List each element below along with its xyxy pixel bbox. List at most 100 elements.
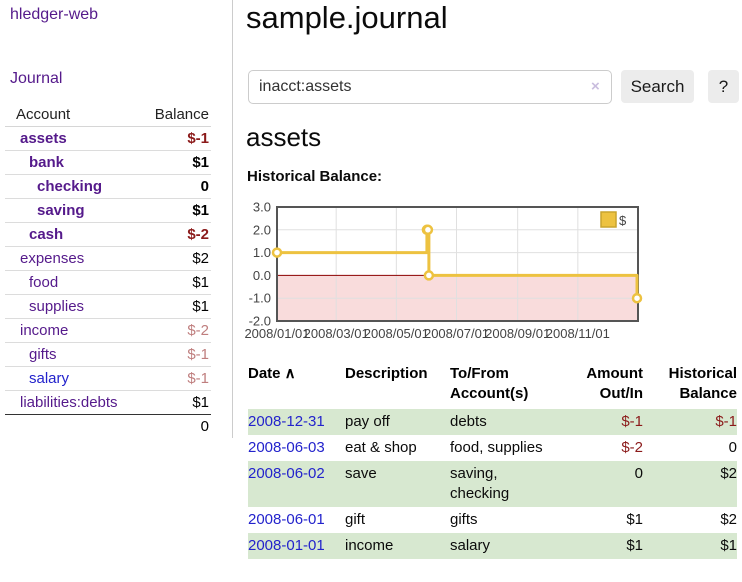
register-amount: $-1 — [583, 409, 643, 435]
account-balance: $1 — [133, 390, 211, 415]
x-axis-tick-label: 2008/11/01 — [546, 326, 610, 341]
legend-swatch — [600, 211, 617, 228]
register-row: 2008-12-31 pay off debts $-1 $-1 — [248, 409, 737, 435]
accounts-total-row: 0 — [5, 415, 211, 439]
page-title: sample.journal — [246, 0, 448, 35]
account-link[interactable]: assets — [20, 130, 67, 147]
register-row: 2008-06-03 eat & shop food, supplies $-2 0 — [248, 435, 737, 461]
register-date-link[interactable]: 2008-06-03 — [248, 439, 325, 456]
account-balance: $1 — [133, 150, 211, 175]
search-input[interactable] — [248, 70, 612, 104]
register-balance: $1 — [643, 533, 737, 559]
data-point-marker — [631, 292, 643, 304]
register-balance: $2 — [720, 511, 737, 528]
sort-ascending-icon: ∧ — [280, 365, 296, 382]
account-balance: $-1 — [133, 342, 211, 367]
sidebar: hledger-web Journal Account Balance asse… — [0, 0, 233, 438]
register-row: 2008-06-01 gift gifts $1 $2 — [248, 507, 737, 533]
account-balance: $-1 — [133, 126, 211, 151]
register-amount: $1 — [583, 533, 643, 559]
app-title-link[interactable]: hledger-web — [10, 6, 99, 23]
account-link[interactable]: income — [20, 322, 69, 339]
y-axis-tick-label: 0.0 — [253, 268, 271, 283]
register-balance: 0 — [728, 439, 737, 456]
search-button[interactable]: Search — [621, 70, 694, 103]
account-row: checking 0 — [5, 174, 211, 199]
account-link[interactable]: checking — [37, 178, 103, 195]
accounts-header-account: Account — [5, 103, 134, 127]
account-link[interactable]: saving — [37, 202, 85, 219]
account-row: cash $-2 — [5, 222, 211, 247]
column-header-historical-balance: Historical Balance — [668, 365, 737, 402]
account-row: liabilities:debts $1 — [5, 390, 211, 415]
y-axis-tick-label: 3.0 — [253, 200, 271, 215]
account-balance: $-1 — [133, 366, 211, 391]
register-row: 2008-06-02 save saving, checking 0 $2 — [248, 461, 737, 507]
register-amount: 0 — [583, 461, 643, 507]
register-amount: $-2 — [621, 439, 643, 456]
register-date-link[interactable]: 2008-06-02 — [248, 465, 325, 482]
register-date-link[interactable]: 2008-06-01 — [248, 511, 325, 528]
help-button[interactable]: ? — [708, 70, 739, 103]
account-balance: $1 — [133, 270, 211, 295]
data-point-marker — [271, 247, 283, 258]
sidebar-item-journal[interactable]: Journal — [10, 70, 63, 87]
register-description: income — [345, 533, 450, 559]
account-link[interactable]: gifts — [29, 346, 57, 363]
register-accounts: saving, checking — [450, 461, 583, 507]
account-row: bank $1 — [5, 150, 211, 175]
account-heading: assets — [246, 122, 322, 152]
x-axis-tick-label: 2008/07/01 — [424, 326, 489, 341]
accounts-header-balance: Balance — [133, 103, 211, 127]
account-link[interactable]: expenses — [20, 250, 85, 267]
account-link[interactable]: salary — [29, 370, 70, 387]
x-axis-tick-label: 2008/09/01 — [485, 326, 550, 341]
column-header-date[interactable]: Date ∧ — [248, 365, 296, 382]
account-link[interactable]: cash — [29, 226, 64, 243]
historical-balance-chart: $3.0 2.0 1.0 0.0 -1.0 -2.02008/01/012008/03/0… — [244, 200, 643, 341]
register-table: Date ∧ Description To/From Account(s) Amount… — [248, 362, 737, 559]
register-amount: $1 — [626, 511, 643, 528]
accounts-total: 0 — [200, 418, 209, 435]
register-accounts: debts — [450, 409, 583, 435]
column-header-amount-out-in: Amount Out/In — [586, 365, 643, 402]
register-accounts: food, supplies — [450, 439, 543, 456]
legend-label: $ — [619, 213, 627, 228]
register-description: save — [345, 461, 450, 507]
register-description: gift — [345, 511, 366, 528]
account-link[interactable]: liabilities:debts — [20, 394, 118, 411]
account-row: gifts $-1 — [5, 342, 211, 367]
account-link[interactable]: supplies — [29, 298, 85, 315]
account-row: expenses $2 — [5, 246, 211, 271]
account-link[interactable]: food — [29, 274, 59, 291]
x-axis-tick-label: 2008/01/01 — [244, 326, 309, 341]
clear-search-icon[interactable]: × — [591, 78, 600, 95]
account-balance: $2 — [133, 246, 211, 271]
account-row: income $-2 — [5, 318, 211, 343]
data-point-marker — [423, 270, 435, 281]
account-row: assets $-1 — [5, 126, 211, 151]
account-balance: $-2 — [133, 222, 211, 247]
register-date-link[interactable]: 2008-01-01 — [248, 537, 325, 554]
column-header-to-from-account-s-: To/From Account(s) — [450, 365, 529, 402]
account-row: salary $-1 — [5, 366, 211, 391]
y-axis-tick-label: 1.0 — [253, 245, 271, 260]
column-header-description: Description — [345, 365, 428, 382]
account-balance: $1 — [133, 294, 211, 319]
account-row: food $1 — [5, 270, 211, 295]
register-balance: $-1 — [643, 409, 737, 435]
account-balance: $-2 — [133, 318, 211, 343]
chart-plot-border — [276, 206, 639, 322]
register-date-link[interactable]: 2008-12-31 — [248, 413, 325, 430]
account-row: supplies $1 — [5, 294, 211, 319]
register-description: eat & shop — [345, 439, 417, 456]
chart-heading: Historical Balance: — [247, 168, 383, 185]
register-row: 2008-01-01 income salary $1 $1 — [248, 533, 737, 559]
x-axis-tick-label: 2008/05/01 — [364, 326, 429, 341]
account-balance: 0 — [133, 174, 211, 199]
register-description: pay off — [345, 409, 450, 435]
y-axis-tick-label: -2.0 — [249, 314, 271, 329]
account-link[interactable]: bank — [29, 154, 65, 171]
x-axis-tick-label: 2008/03/01 — [304, 326, 369, 341]
register-accounts: salary — [450, 533, 583, 559]
